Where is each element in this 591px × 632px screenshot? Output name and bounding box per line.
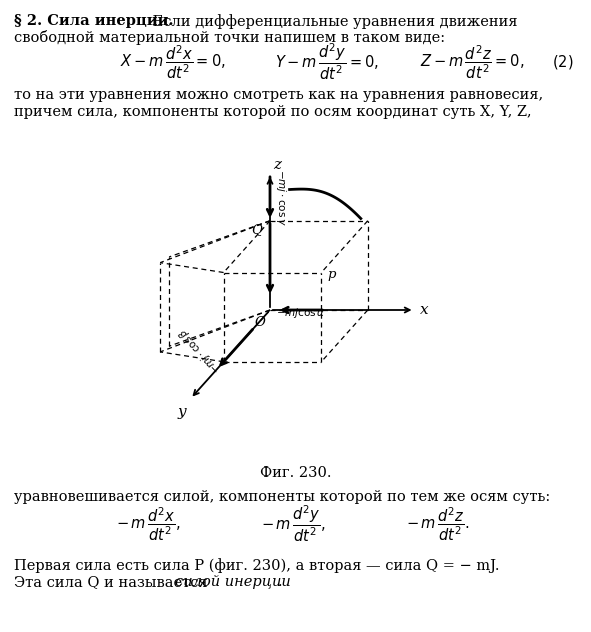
Text: $-\,m\,\dfrac{d^2y}{dt^2},$: $-\,m\,\dfrac{d^2y}{dt^2},$ [261,504,325,545]
Text: y: y [178,404,186,419]
Text: $Y-m\,\dfrac{d^2y}{dt^2}=0,$: $Y-m\,\dfrac{d^2y}{dt^2}=0,$ [275,42,379,83]
Text: $X-m\,\dfrac{d^2x}{dt^2}=0,$: $X-m\,\dfrac{d^2x}{dt^2}=0,$ [120,43,226,81]
Text: $-\,m\,\dfrac{d^2x}{dt^2},$: $-\,m\,\dfrac{d^2x}{dt^2},$ [116,505,180,543]
Text: свободной материальной точки напишем в таком виде:: свободной материальной точки напишем в т… [14,30,445,45]
Text: Q: Q [251,222,262,236]
Text: $-mj\cdot\cos\gamma$: $-mj\cdot\cos\gamma$ [274,169,288,226]
Text: Первая сила есть сила P (фиг. 230), а вторая — сила Q = − mJ.: Первая сила есть сила P (фиг. 230), а вт… [14,558,499,573]
Text: $-\,m\,\dfrac{d^2z}{dt^2}.$: $-\,m\,\dfrac{d^2z}{dt^2}.$ [407,505,470,543]
Text: Эта сила Q и называется: Эта сила Q и называется [14,575,212,589]
Text: z: z [273,158,281,172]
Text: $-mj\cos\alpha$: $-mj\cos\alpha$ [276,306,326,320]
Text: то на эти уравнения можно смотреть как на уравнения равновесия,: то на эти уравнения можно смотреть как н… [14,88,543,102]
Text: силой инерции: силой инерции [175,575,291,589]
Text: причем сила, компоненты которой по осям координат суть X, Y, Z,: причем сила, компоненты которой по осям … [14,105,532,119]
Text: $(2)$: $(2)$ [553,53,574,71]
Text: Фиг. 230.: Фиг. 230. [260,466,331,480]
Text: p: p [327,268,336,281]
Text: .: . [278,575,282,589]
Text: Если дифференциальные уравнения движения: Если дифференциальные уравнения движения [148,14,518,29]
Text: уравновешивается силой, компоненты которой по тем же осям суть:: уравновешивается силой, компоненты котор… [14,490,550,504]
Text: O: O [254,316,265,329]
Text: § 2. Сила инерции.: § 2. Сила инерции. [14,14,174,28]
Text: $Z-m\,\dfrac{d^2z}{dt^2}=0,$: $Z-m\,\dfrac{d^2z}{dt^2}=0,$ [420,43,524,81]
Text: $-mj\cdot\cos\beta$: $-mj\cdot\cos\beta$ [176,324,224,376]
Text: x: x [420,303,428,317]
